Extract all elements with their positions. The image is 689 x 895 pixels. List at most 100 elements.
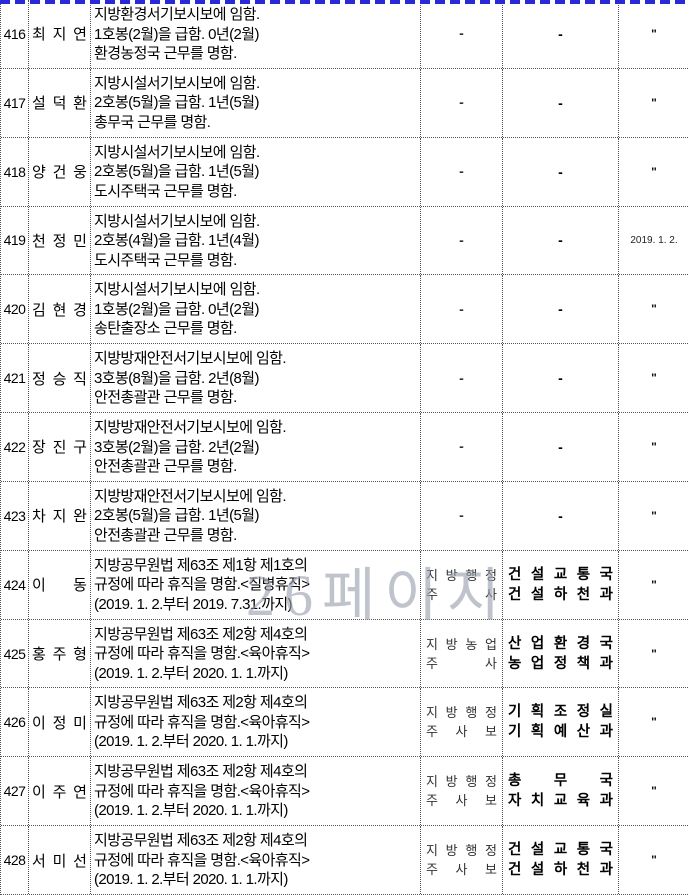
- table-row: 428 서 미 선 지방공무원법 제63조 제2항 제4호의 규정에 따라 휴직…: [1, 826, 689, 895]
- date-text: 2019. 1. 2.: [630, 234, 678, 246]
- department-dash: -: [558, 507, 563, 524]
- description-line: 지방공무원법 제63조 제2항 제4호의: [94, 832, 308, 850]
- department-line: 건 설 교 통 국: [508, 842, 613, 859]
- department-dash: -: [558, 370, 563, 387]
- table-row: 425 홍 주 형 지방공무원법 제63조 제2항 제4호의 규정에 따라 휴직…: [1, 619, 689, 689]
- description-line: 규정에 따라 휴직을 명함.<육아휴직>: [94, 645, 310, 663]
- row-number-cell: 428: [1, 826, 29, 894]
- description-line: 지방시설서기보시보에 임함.: [94, 281, 260, 299]
- ditto-mark: ": [651, 95, 657, 110]
- department-dash: -: [558, 301, 563, 318]
- name-cell: 장 진 구: [29, 413, 91, 481]
- rank-dash: -: [459, 507, 464, 524]
- rank-dash: -: [459, 438, 464, 455]
- person-name: 장 진 구: [32, 439, 87, 457]
- description-cell: 지방방재안전서기보시보에 임함. 2호봉(5월)을 급함. 1년(5월) 안전총…: [91, 481, 421, 550]
- rank-cell: -: [421, 0, 503, 68]
- description-cell: 지방시설서기보시보에 임함. 2호봉(5월)을 급함. 1년(5월) 도시주택국…: [91, 137, 421, 206]
- row-number-cell: 426: [1, 688, 29, 757]
- person-name: 이 주 연: [32, 783, 87, 801]
- description-line: 안전총괄관 근무를 명함.: [94, 458, 237, 476]
- rank-cell: 지 방 행 정 주 사 보: [421, 757, 503, 826]
- rank-cell: -: [421, 206, 503, 275]
- department-line: 건 설 하 천 과: [508, 862, 613, 879]
- department-cell: -: [503, 206, 619, 275]
- person-name: 서 미 선: [32, 852, 87, 870]
- department-cell: -: [503, 0, 619, 68]
- ditto-mark: ": [651, 508, 657, 523]
- rank-line: 주 사: [426, 655, 497, 671]
- description-line: 규정에 따라 휴직을 명함.<육아휴직>: [94, 851, 310, 869]
- description-cell: 지방공무원법 제63조 제2항 제4호의 규정에 따라 휴직을 명함.<육아휴직…: [91, 757, 421, 826]
- description-line: 송탄출장소 근무를 명함.: [94, 320, 237, 338]
- person-name: 정 승 직: [32, 370, 87, 388]
- description-line: 2호봉(5월)을 급함. 1년(5월): [94, 507, 259, 525]
- department-cell: -: [503, 68, 619, 137]
- description-cell: 지방공무원법 제63조 제2항 제4호의 규정에 따라 휴직을 명함.<육아휴직…: [91, 619, 421, 688]
- rank-cell: -: [421, 275, 503, 344]
- date-cell: 2019. 1. 2.: [619, 207, 689, 275]
- description-line: 환경농정국 근무를 명함.: [94, 45, 237, 62]
- ditto-mark: ": [651, 784, 657, 799]
- name-cell: 이 동: [29, 550, 91, 619]
- row-number-cell: 424: [1, 550, 29, 619]
- date-cell: ": [619, 413, 689, 481]
- description-cell: 지방공무원법 제63조 제1항 제1호의 규정에 따라 휴직을 명함.<질병휴직…: [91, 550, 421, 619]
- department-line: 기 획 예 산 과: [508, 724, 613, 741]
- department-dash: -: [558, 25, 563, 42]
- description-line: 1호봉(2월)을 급함. 0년(2월): [94, 300, 259, 318]
- date-cell: ": [619, 344, 689, 412]
- rank-line: 지 방 행 정: [426, 774, 497, 790]
- description-line: 안전총괄관 근무를 명함.: [94, 526, 237, 544]
- row-number-cell: 417: [1, 68, 29, 137]
- date-cell: ": [619, 69, 689, 137]
- row-number-cell: 427: [1, 757, 29, 826]
- rank-cell: 지 방 행 정 주 사 보: [421, 688, 503, 757]
- person-name: 최 지 연: [32, 26, 87, 44]
- ditto-mark: ": [651, 371, 657, 386]
- department-cell: -: [503, 413, 619, 481]
- description-line: 지방공무원법 제63조 제2항 제4호의: [94, 694, 308, 712]
- description-cell: 지방시설서기보시보에 임함. 2호봉(4월)을 급함. 1년(4월) 도시주택국…: [91, 206, 421, 275]
- description-line: 지방방재안전서기보시보에 임함.: [94, 487, 287, 505]
- row-number-cell: 421: [1, 344, 29, 413]
- department-cell: -: [503, 137, 619, 206]
- ditto-mark: ": [651, 302, 657, 317]
- description-line: 안전총괄관 근무를 명함.: [94, 389, 237, 407]
- description-line: 지방방재안전서기보시보에 임함.: [94, 350, 287, 368]
- description-line: 지방공무원법 제63조 제2항 제4호의: [94, 625, 308, 643]
- department-dash: -: [558, 232, 563, 249]
- description-line: (2019. 1. 2.부터 2019. 7.31.까지): [94, 595, 293, 613]
- person-name: 양 건 웅: [32, 164, 87, 182]
- description-line: 2호봉(5월)을 급함. 1년(5월): [94, 163, 259, 181]
- description-line: 총무국 근무를 명함.: [94, 113, 211, 131]
- rank-line: 주 사 보: [426, 724, 497, 740]
- department-line: 기 획 조 정 실: [508, 704, 613, 721]
- description-line: (2019. 1. 2.부터 2020. 1. 1.까지): [94, 664, 288, 682]
- ditto-mark: ": [651, 26, 657, 41]
- rank-line: 주 사 보: [426, 793, 497, 809]
- department-line: 건 설 하 천 과: [508, 586, 613, 603]
- date-cell: ": [619, 275, 689, 343]
- name-cell: 홍 주 형: [29, 619, 91, 688]
- description-line: 규정에 따라 휴직을 명함.<육아휴직>: [94, 782, 310, 800]
- ditto-mark: ": [651, 577, 657, 592]
- description-line: 도시주택국 근무를 명함.: [94, 182, 237, 200]
- name-cell: 양 건 웅: [29, 137, 91, 206]
- table-row: 426 이 정 미 지방공무원법 제63조 제2항 제4호의 규정에 따라 휴직…: [1, 688, 689, 758]
- table-row: 416 최 지 연 지방환경서기보시보에 임함. 1호봉(2월)을 급함. 0년…: [1, 0, 689, 69]
- rank-line: 지 방 행 정: [426, 567, 497, 583]
- rank-line: 지 방 행 정: [426, 705, 497, 721]
- description-cell: 지방환경서기보시보에 임함. 1호봉(2월)을 급함. 0년(2월) 환경농정국…: [91, 0, 421, 68]
- rank-dash: -: [459, 369, 464, 386]
- department-line: 농 업 정 책 과: [508, 655, 613, 672]
- name-cell: 이 주 연: [29, 757, 91, 826]
- department-dash: -: [558, 438, 563, 455]
- department-line: 자 치 교 육 과: [508, 793, 613, 810]
- rank-cell: -: [421, 481, 503, 550]
- department-line: 산 업 환 경 국: [508, 635, 613, 652]
- rank-dash: -: [459, 231, 464, 248]
- rank-line: 지 방 농 업: [426, 636, 497, 652]
- name-cell: 이 정 미: [29, 688, 91, 757]
